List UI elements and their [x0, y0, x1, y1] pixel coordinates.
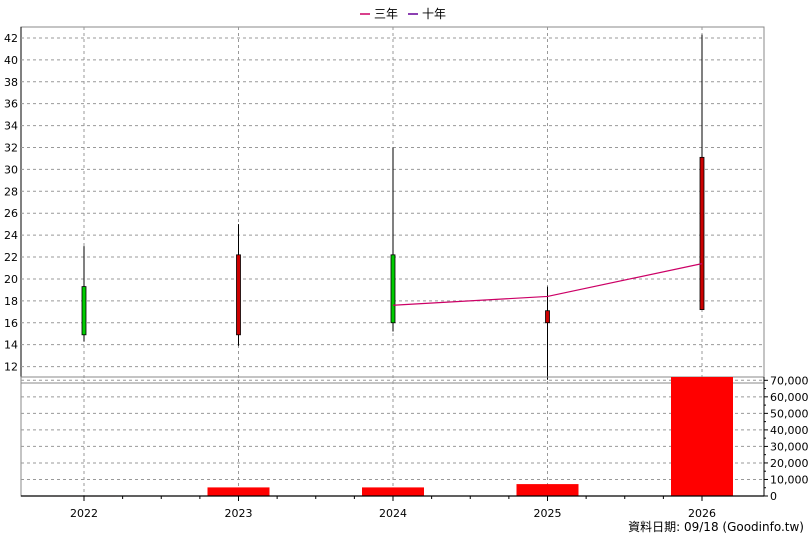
- volume-bar-2026: [671, 377, 733, 496]
- candle-body-2025: [545, 310, 550, 324]
- candle-body-2024: [390, 254, 396, 324]
- price-y-tick-label: 20: [4, 273, 18, 286]
- price-y-tick-label: 26: [4, 207, 18, 220]
- series-line-三年: [392, 263, 703, 306]
- volume-y-tick-label: 60,000: [770, 391, 808, 404]
- volume-bar-2024: [362, 487, 424, 496]
- volume-y-tick-label: 0: [770, 490, 777, 503]
- x-axis: 2022 2023 2024 2025 2026: [70, 496, 716, 520]
- price-y-tick-label: 14: [4, 339, 18, 352]
- source-note: 資料日期: 09/18 (Goodinfo.tw): [628, 520, 804, 534]
- x-tick-label: 2024: [379, 507, 407, 520]
- volume-y-tick-label: 20,000: [770, 457, 808, 470]
- volume-y-tick-label: 30,000: [770, 440, 808, 453]
- price-y-tick-label: 12: [4, 361, 18, 374]
- price-y-tick-label: 18: [4, 295, 18, 308]
- price-y-tick-label: 30: [4, 163, 18, 176]
- volume-y-tick-label: 70,000: [770, 374, 808, 387]
- x-tick-label: 2023: [225, 507, 253, 520]
- legend: 三年 十年: [360, 7, 446, 21]
- price-y-tick-label: 24: [4, 229, 18, 242]
- price-y-tick-label: 32: [4, 141, 18, 154]
- price-y-tick-label: 28: [4, 185, 18, 198]
- price-y-tick-label: 22: [4, 251, 18, 264]
- volume-y-tick-label: 10,000: [770, 473, 808, 486]
- price-y-tick-label: 42: [4, 32, 18, 45]
- price-y-tick-label: 34: [4, 120, 18, 133]
- price-y-tick-label: 36: [4, 98, 18, 111]
- volume-bar-2025: [516, 484, 579, 496]
- volume-y-tick-label: 40,000: [770, 424, 808, 437]
- candle-body-2023: [236, 254, 241, 336]
- x-tick-label: 2022: [70, 507, 98, 520]
- price-panel: 12 14 16 18 20 22 24 26 28 30 32 34 36 38 40 42: [4, 26, 765, 496]
- candle-body-2026: [699, 156, 705, 311]
- x-tick-label: 2025: [534, 507, 562, 520]
- legend-label: 三年: [374, 7, 398, 21]
- legend-label: 十年: [422, 7, 446, 21]
- price-y-tick-label: 38: [4, 76, 18, 89]
- price-y-tick-label: 16: [4, 317, 18, 330]
- candle-body-2022: [81, 286, 87, 336]
- volume-bar-2023: [207, 487, 270, 496]
- volume-y-tick-label: 50,000: [770, 407, 808, 420]
- x-tick-label: 2026: [688, 507, 716, 520]
- volume-panel: 0 10,000 20,000 30,000 40,000 50,000 60,000 70,…: [20, 374, 808, 503]
- price-y-tick-label: 40: [4, 54, 18, 67]
